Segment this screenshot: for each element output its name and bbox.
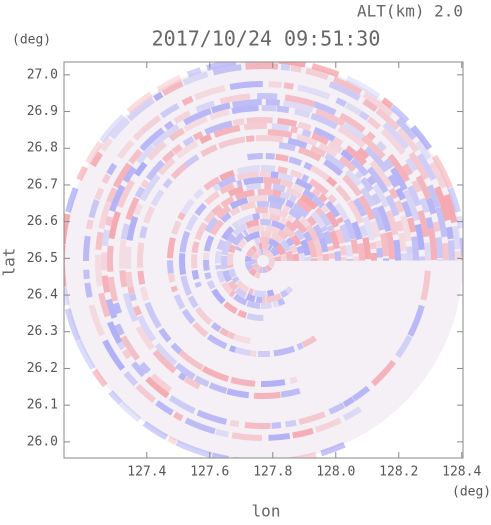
radar-cell bbox=[221, 256, 228, 270]
y-unit: (deg) bbox=[12, 33, 51, 48]
radar-cell bbox=[167, 260, 174, 274]
radar-cell bbox=[215, 251, 222, 264]
radar-cell bbox=[203, 260, 210, 271]
radar-cell bbox=[317, 257, 323, 261]
radar-cell bbox=[256, 296, 262, 303]
radar-cell bbox=[424, 242, 431, 260]
y-tick-label: 26.1 bbox=[27, 398, 58, 413]
radar-cell bbox=[311, 258, 317, 261]
radar-cell bbox=[383, 258, 389, 260]
radar-cell bbox=[179, 253, 186, 275]
radar-cell bbox=[461, 259, 467, 261]
radar-cell bbox=[281, 64, 291, 71]
radar-cell bbox=[258, 189, 273, 196]
radar-cell bbox=[269, 81, 282, 88]
radar-cell bbox=[125, 247, 132, 270]
radar-cell bbox=[455, 251, 461, 260]
radar-cell bbox=[257, 93, 277, 100]
y-tick-label: 27.0 bbox=[27, 67, 58, 82]
y-tick-label: 26.8 bbox=[27, 141, 58, 156]
radar-cell bbox=[257, 201, 269, 207]
radar-cell bbox=[406, 246, 413, 255]
radar-cell bbox=[266, 153, 275, 160]
radar-cell bbox=[250, 350, 256, 357]
y-tick-label: 26.6 bbox=[27, 214, 58, 229]
radar-cell bbox=[245, 57, 274, 64]
x-tick-label: 127.8 bbox=[253, 465, 292, 480]
radar-cell bbox=[353, 256, 359, 260]
radar-cell bbox=[266, 99, 280, 106]
radar-cell bbox=[107, 246, 114, 272]
radar-cell bbox=[252, 213, 260, 220]
radar-cell bbox=[191, 254, 197, 269]
radar-field bbox=[59, 57, 467, 465]
radar-cell bbox=[83, 270, 90, 280]
radar-cell bbox=[262, 213, 269, 219]
y-tick-label: 26.9 bbox=[27, 104, 58, 119]
radar-cell bbox=[254, 392, 281, 399]
radar-cell bbox=[260, 225, 264, 231]
radar-cell bbox=[370, 242, 377, 249]
radar-cell bbox=[259, 171, 271, 177]
radar-cell bbox=[292, 253, 299, 261]
y-tick-label: 26.3 bbox=[27, 324, 58, 339]
y-tick-label: 26.2 bbox=[27, 361, 58, 376]
radar-cell bbox=[323, 254, 329, 261]
x-tick-label: 127.6 bbox=[190, 465, 229, 480]
x-axis-title: lon bbox=[252, 502, 281, 521]
radar-cell bbox=[247, 117, 273, 124]
radar-cell bbox=[261, 231, 272, 238]
radar-cell bbox=[260, 219, 271, 226]
radar-cell bbox=[334, 251, 341, 261]
radar-cell bbox=[227, 253, 234, 265]
radar-cell bbox=[271, 171, 279, 178]
x-unit: (deg) bbox=[452, 485, 491, 500]
radar-cell bbox=[260, 302, 272, 309]
radar-cell bbox=[341, 257, 347, 261]
radar-cell bbox=[407, 255, 413, 261]
radar-cell bbox=[371, 253, 377, 261]
radar-cell bbox=[401, 253, 407, 260]
x-tick-label: 128.2 bbox=[379, 465, 418, 480]
radar-cell bbox=[340, 246, 347, 256]
radar-cell bbox=[419, 256, 425, 260]
radar-cell bbox=[255, 207, 268, 214]
y-axis-title: lat bbox=[0, 248, 19, 277]
radar-cell bbox=[261, 165, 276, 172]
y-tick-label: 26.5 bbox=[27, 251, 58, 266]
radar-cell bbox=[442, 243, 449, 261]
radar-cell bbox=[245, 422, 271, 429]
radar-cell bbox=[347, 259, 353, 261]
radar-cell bbox=[298, 253, 305, 260]
radar-cell bbox=[101, 252, 107, 270]
radar-cell bbox=[375, 240, 382, 248]
radar-cell bbox=[437, 260, 443, 261]
radar-cell bbox=[203, 252, 210, 260]
x-tick-label: 127.4 bbox=[127, 465, 166, 480]
radar-cell bbox=[264, 183, 271, 189]
y-tick-label: 26.4 bbox=[27, 288, 58, 303]
chart-title: 2017/10/24 09:51:30 bbox=[152, 27, 381, 51]
radar-cell bbox=[305, 257, 311, 261]
radar-cell bbox=[59, 245, 66, 264]
y-tick-label: 26.7 bbox=[27, 177, 58, 192]
altitude-label: ALT(km) 2.0 bbox=[357, 2, 463, 21]
y-tick-label: 26.0 bbox=[27, 434, 58, 449]
radar-cell bbox=[258, 351, 270, 357]
radar-cell bbox=[262, 105, 277, 112]
x-tick-label: 128.0 bbox=[316, 465, 355, 480]
radar-cell bbox=[259, 237, 270, 244]
radar-cell bbox=[246, 135, 255, 142]
radar-cell bbox=[271, 422, 281, 429]
radar-cell bbox=[262, 297, 265, 303]
radar-cell bbox=[329, 253, 335, 259]
radar-cell bbox=[376, 248, 383, 258]
x-tick-label: 128.4 bbox=[442, 465, 481, 480]
